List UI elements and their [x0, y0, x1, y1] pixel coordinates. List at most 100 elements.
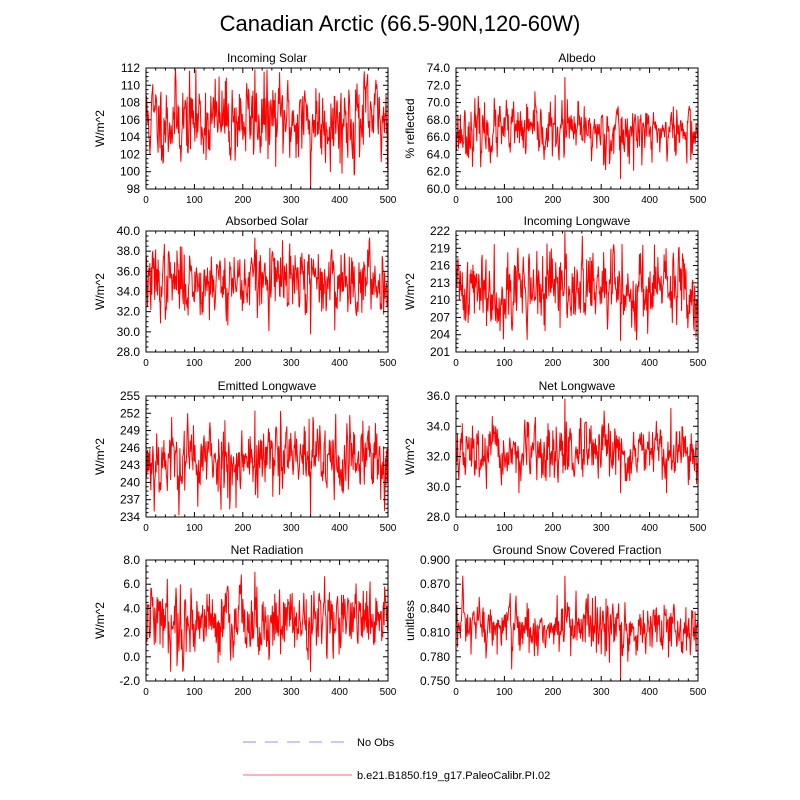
x-tick-label: 100: [186, 195, 203, 206]
x-tick-label: 200: [234, 195, 251, 206]
y-tick-label: 36.0: [427, 389, 451, 403]
x-tick-label: 0: [453, 523, 459, 534]
x-tick-label: 500: [690, 358, 707, 369]
y-tick-label: 74.0: [427, 61, 451, 75]
y-tick-label: 28.0: [117, 345, 141, 359]
y-tick-label: 252: [120, 406, 140, 420]
y-tick-label: 0.840: [420, 601, 450, 615]
y-tick-label: 240: [120, 475, 140, 489]
panel-4: Incoming Longwave W/m^2 0 100 200 300 400 500 20…: [403, 214, 707, 369]
series-line: [145, 69, 389, 190]
y-tick-label: 104: [120, 130, 140, 144]
legend-model-label: b.e21.B1850.f19_g17.PaleoCalibr.PI.02: [357, 770, 550, 782]
y-tick-label: 210: [430, 293, 450, 307]
y-tick-label: 0.780: [420, 650, 450, 664]
y-tick-label: 204: [430, 328, 450, 342]
x-tick-label: 400: [641, 195, 658, 206]
y-tick-label: 64.0: [427, 147, 451, 161]
panels: Incoming Solar W/m^2 0 100 200 300 400 500 98 100…: [93, 51, 707, 698]
y-axis-label: unitless: [403, 600, 417, 641]
y-tick-label: 72.0: [427, 78, 451, 92]
x-tick-label: 100: [496, 523, 513, 534]
y-tick-label: 66.0: [427, 130, 451, 144]
y-tick-label: 4.0: [123, 601, 140, 615]
y-tick-label: 112: [121, 61, 140, 75]
x-tick-label: 400: [641, 687, 658, 698]
x-tick-label: 500: [690, 687, 707, 698]
x-tick-label: 500: [690, 523, 707, 534]
x-tick-label: 0: [143, 523, 149, 534]
y-tick-label: 2.0: [123, 626, 140, 640]
y-tick-label: 30.0: [427, 480, 451, 494]
y-tick-label: 216: [430, 259, 450, 273]
y-tick-label: 32.0: [117, 305, 141, 319]
x-tick-label: 300: [283, 195, 300, 206]
x-tick-label: 500: [380, 687, 397, 698]
x-tick-label: 200: [544, 687, 561, 698]
series-line: [455, 575, 699, 680]
x-tick-label: 300: [593, 523, 610, 534]
y-tick-label: 36.0: [117, 264, 141, 278]
y-tick-label: 40.0: [117, 224, 141, 238]
x-tick-label: 400: [331, 195, 348, 206]
x-tick-label: 200: [544, 195, 561, 206]
panel-3: Absorbed Solar W/m^2 0 100 200 300 400 500 28.0 3…: [93, 214, 397, 369]
y-tick-label: 222: [430, 224, 450, 238]
panel-title: Net Radiation: [231, 543, 304, 557]
panel-title: Net Longwave: [539, 379, 616, 393]
legend: No Obs b.e21.B1850.f19_g17.PaleoCalibr.P…: [243, 737, 550, 782]
panel-8: Ground Snow Covered Fraction unitless 0 100…: [403, 543, 707, 698]
y-tick-label: 34.0: [427, 419, 451, 433]
series-line: [455, 77, 699, 180]
panel-title: Ground Snow Covered Fraction: [493, 543, 662, 557]
y-tick-label: 201: [430, 345, 450, 359]
legend-obs-label: No Obs: [357, 737, 395, 749]
x-tick-label: 500: [690, 195, 707, 206]
x-tick-label: 0: [143, 358, 149, 369]
panel-title: Incoming Longwave: [524, 214, 631, 228]
y-tick-label: 68.0: [427, 113, 451, 127]
y-tick-label: 60.0: [427, 182, 451, 196]
y-tick-label: 0.810: [420, 626, 450, 640]
x-tick-label: 0: [453, 195, 459, 206]
x-tick-label: 300: [283, 687, 300, 698]
x-tick-label: 300: [593, 358, 610, 369]
y-tick-label: 234: [120, 510, 140, 524]
y-tick-label: 98: [127, 182, 141, 196]
x-tick-label: 200: [544, 523, 561, 534]
y-tick-label: 108: [120, 96, 140, 110]
x-tick-label: 100: [186, 523, 203, 534]
y-axis-label: W/m^2: [403, 438, 417, 475]
x-tick-label: 500: [380, 358, 397, 369]
y-tick-label: 207: [430, 310, 450, 324]
panel-7: Net Radiation W/m^2 0 100 200 300 400 500 -2.0 0.…: [93, 543, 397, 698]
y-tick-label: 0.900: [420, 553, 450, 567]
y-axis-label: W/m^2: [403, 273, 417, 310]
x-tick-label: 500: [380, 523, 397, 534]
y-axis-label: W/m^2: [93, 602, 107, 639]
x-tick-label: 300: [593, 687, 610, 698]
y-tick-label: 6.0: [123, 577, 140, 591]
panel-6: Net Longwave W/m^2 0 100 200 300 400 500 28.0 30.…: [403, 379, 707, 534]
y-tick-label: 8.0: [123, 553, 140, 567]
x-tick-label: 400: [331, 687, 348, 698]
y-tick-label: 110: [121, 78, 140, 92]
x-tick-label: 0: [453, 687, 459, 698]
y-tick-label: 246: [120, 441, 140, 455]
x-tick-label: 200: [234, 687, 251, 698]
y-tick-label: 213: [430, 276, 450, 290]
x-tick-label: 400: [641, 523, 658, 534]
panel-title: Albedo: [558, 51, 596, 65]
panel-5: Emitted Longwave W/m^2 0 100 200 300 400 500 234…: [93, 379, 397, 534]
x-tick-label: 200: [234, 358, 251, 369]
y-tick-label: 38.0: [117, 244, 141, 258]
y-tick-label: 0.750: [420, 674, 450, 688]
panel-title: Incoming Solar: [227, 51, 307, 65]
y-tick-label: 30.0: [117, 325, 141, 339]
panel-title: Emitted Longwave: [218, 379, 317, 393]
x-tick-label: 0: [143, 687, 149, 698]
series-line: [455, 231, 699, 341]
y-tick-label: 100: [120, 165, 140, 179]
x-tick-label: 300: [593, 195, 610, 206]
